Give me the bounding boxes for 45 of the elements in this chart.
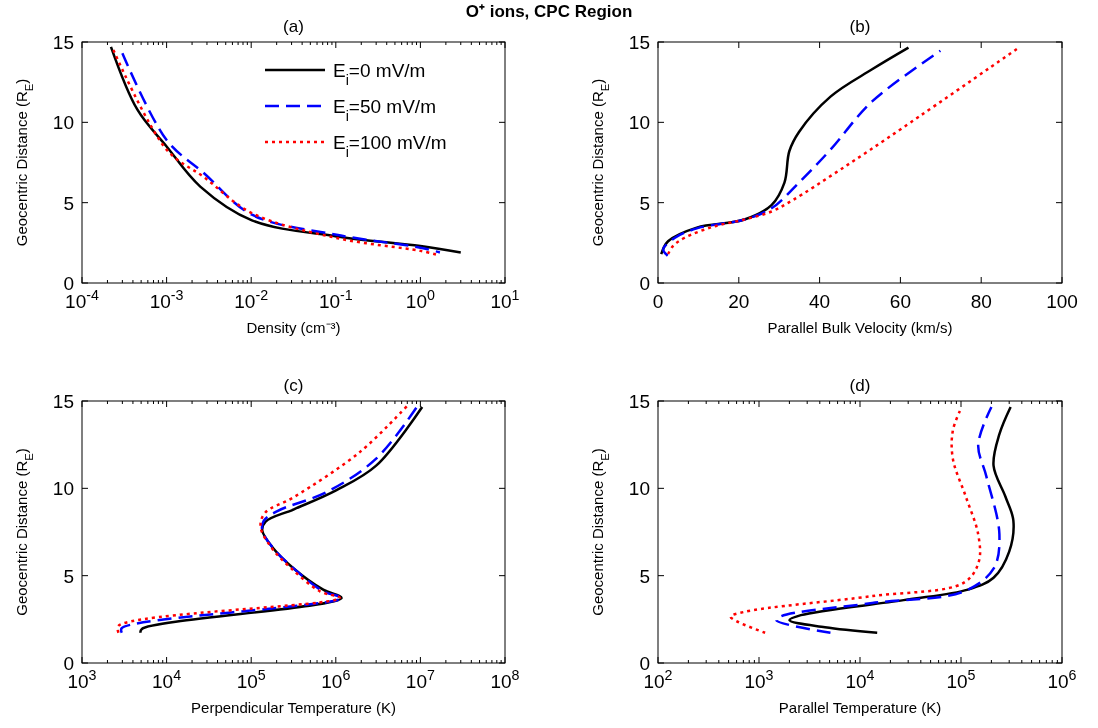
x-tick-label: 10$^{5}$ <box>236 667 266 692</box>
y-tick-label: 10 <box>52 112 74 134</box>
x-tick-label: 10$^{-3}$ <box>149 287 184 312</box>
x-tick-label: 10$^{5}$ <box>946 667 976 692</box>
text: O⁺ ions, CPC Region <box>465 2 633 21</box>
x-tick-label: 100 <box>1046 291 1078 312</box>
x-tick-label: 20 <box>728 291 750 312</box>
y-tick-label: 5 <box>639 565 650 587</box>
x-tick-label: 10$^{6}$ <box>1047 667 1077 692</box>
y-tick-label: 15 <box>628 32 650 53</box>
y-tick-label: 15 <box>52 391 74 412</box>
x-tick-label: 10$^{4}$ <box>845 667 875 692</box>
x-tick-label: 10$^{7}$ <box>405 667 435 692</box>
x-tick-label: 10$^{0}$ <box>405 287 435 312</box>
chart-title: (b) <box>849 17 871 36</box>
legend-label: E$_{i}$=100 mV/m <box>333 132 447 160</box>
y-tick-label: 10 <box>628 112 650 134</box>
x-axis-title: Perpendicular Temperature (K) <box>191 699 396 716</box>
x-tick-label: 10$^{8}$ <box>490 667 520 692</box>
x-tick-label: 10$^{1}$ <box>490 287 520 312</box>
y-tick-label: 10 <box>628 478 650 500</box>
y-tick-label: 5 <box>639 192 650 214</box>
y-tick-label: 15 <box>628 391 650 412</box>
x-tick-label: 40 <box>809 291 831 312</box>
x-tick-label: 60 <box>889 291 911 312</box>
x-tick-label: 10$^{3}$ <box>744 667 774 692</box>
x-tick-label: 10$^{6}$ <box>321 667 351 692</box>
x-axis-title: Density (cm⁻³) <box>246 319 341 336</box>
y-tick-label: 5 <box>63 565 74 587</box>
y-tick-label: 0 <box>639 273 650 294</box>
y-tick-label: 15 <box>52 32 74 53</box>
legend-label: E$_{i}$=50 mV/m <box>333 96 436 124</box>
y-tick-label: 10 <box>52 478 74 500</box>
chart-title: (d) <box>849 376 871 395</box>
x-axis-title: Parallel Temperature (K) <box>778 699 942 716</box>
x-tick-label: 10$^{4}$ <box>152 667 182 692</box>
chart-title: (c) <box>283 376 304 395</box>
x-tick-label: 80 <box>970 291 992 312</box>
x-tick-label: 10$^{-2}$ <box>234 287 269 312</box>
legend-label: E$_{i}$=0 mV/m <box>333 60 426 88</box>
x-axis-title: Parallel Bulk Velocity (km/s) <box>767 319 953 336</box>
x-tick-label: 10$^{-1}$ <box>318 287 353 312</box>
chart-title: (a) <box>283 17 304 36</box>
y-tick-label: 5 <box>63 192 74 214</box>
x-tick-label: 0 <box>652 291 664 312</box>
